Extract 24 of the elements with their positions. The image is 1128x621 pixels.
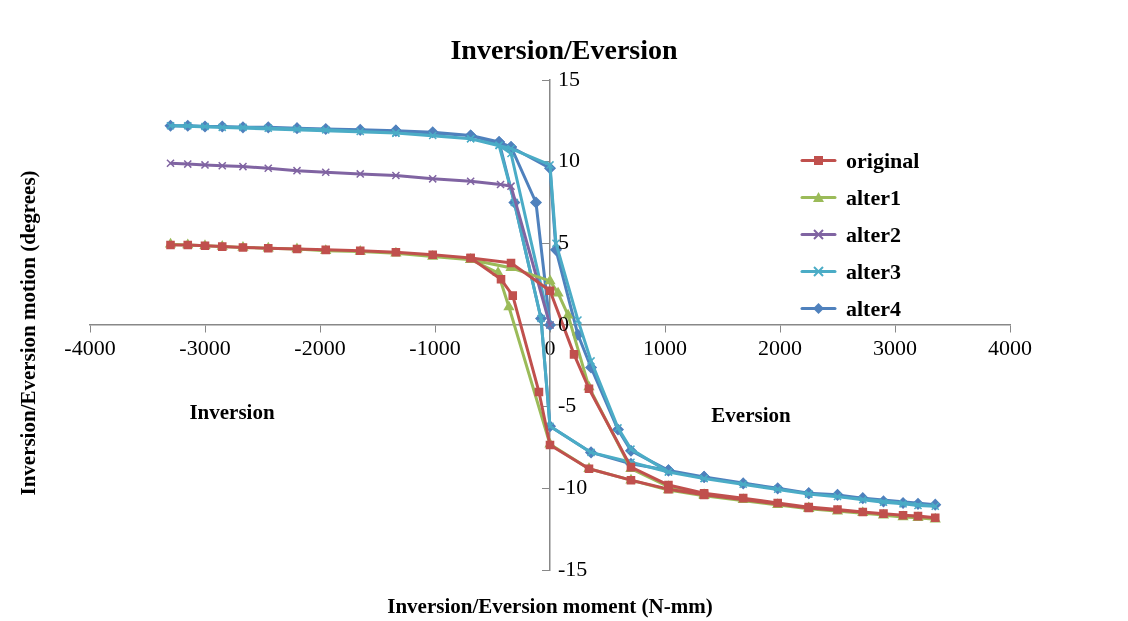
y-axis-title: Inversion/Eversion motion (degrees) [15,170,41,496]
x-tick-label: 1000 [643,334,687,360]
x-tick-label: 2000 [758,334,802,360]
legend-label: alter4 [846,295,901,322]
x-tick-label: -4000 [64,334,116,360]
legend-label: original [846,147,920,174]
chart-title: Inversion/Eversion [449,34,679,66]
x-tick-label: -3000 [179,334,231,360]
annotation: Eversion [711,402,791,428]
x-axis-title: Inversion/Eversion moment (N-mm) [386,594,714,619]
y-tick-label: 10 [558,147,580,173]
annotation: Inversion [189,399,275,425]
x-tick-label: -1000 [409,334,461,360]
y-tick-label: 15 [558,65,580,91]
y-tick-label: -5 [558,392,577,418]
y-tick-label: -10 [558,474,588,500]
y-tick-label: -15 [558,555,588,581]
legend-label: alter3 [846,258,901,285]
x-tick-label: 4000 [988,334,1032,360]
y-tick-label: 5 [558,229,569,255]
legend-label: alter1 [846,184,901,211]
x-tick-label: -2000 [294,334,346,360]
x-tick-label: 3000 [873,334,917,360]
legend-label: alter2 [846,221,901,248]
